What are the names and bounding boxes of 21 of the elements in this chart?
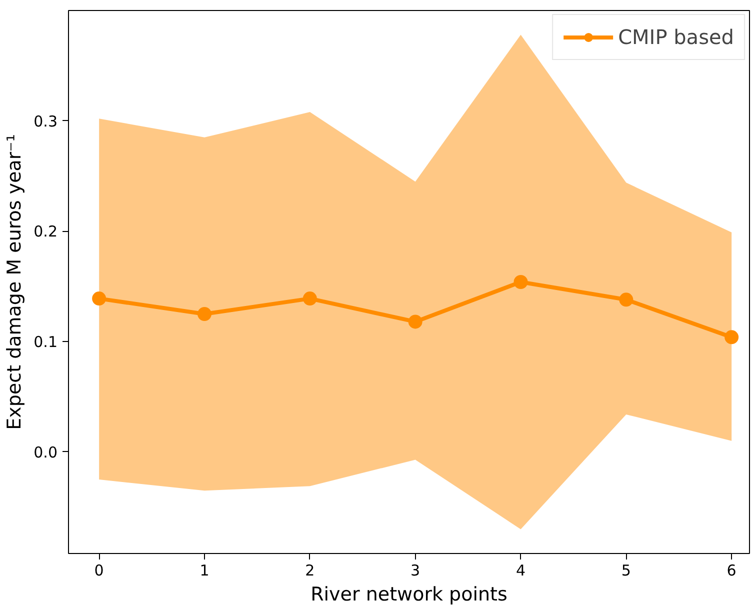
x-tick-label: 2 — [305, 562, 315, 580]
point — [408, 314, 422, 329]
y-tick-label: 0.1 — [34, 333, 58, 352]
point — [302, 292, 317, 306]
y-tick-label: 0.3 — [34, 112, 58, 130]
x-tick-label: 3 — [410, 562, 420, 580]
point — [197, 307, 212, 321]
x-tick-label: 1 — [200, 562, 210, 580]
x-tick-label: 0 — [94, 562, 104, 580]
x-tick-label: 4 — [516, 562, 526, 580]
point — [92, 292, 106, 306]
point — [724, 330, 739, 344]
point — [514, 275, 528, 289]
point — [619, 292, 634, 307]
legend-label: CMIP based — [618, 25, 734, 49]
y-tick-label: 0.2 — [34, 222, 58, 241]
x-tick-label: 5 — [621, 562, 631, 580]
y-tick-label: 0.0 — [34, 443, 58, 462]
y-axis-title: Expect damage M euros year⁻¹ — [4, 134, 26, 430]
x-tick-label: 6 — [726, 562, 736, 580]
x-axis-title: River network points — [310, 584, 508, 606]
